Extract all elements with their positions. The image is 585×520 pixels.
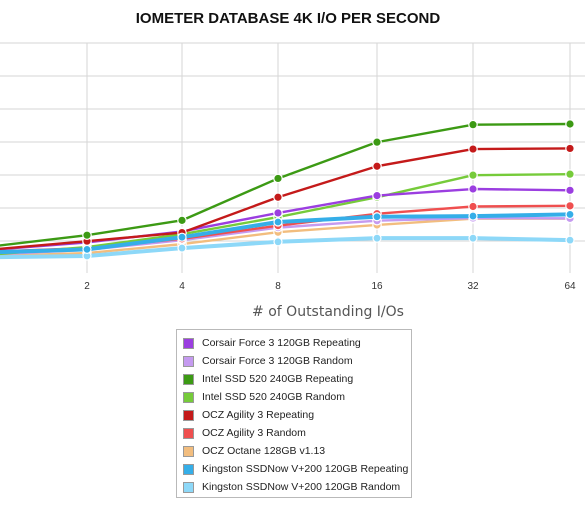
- data-point: [82, 244, 92, 254]
- data-point: [273, 217, 283, 227]
- data-point: [273, 208, 283, 218]
- legend-item: Corsair Force 3 120GB Repeating: [183, 334, 411, 352]
- data-point: [468, 170, 478, 180]
- data-point: [565, 143, 575, 154]
- data-point: [468, 184, 478, 194]
- data-point: [273, 173, 283, 184]
- x-tick-label: 32: [467, 281, 479, 292]
- x-ticks: 2 4 8 16 32 64: [84, 281, 576, 292]
- series: [0, 209, 575, 255]
- x-axis-label: # of Outstanding I/Os: [252, 304, 404, 320]
- data-point: [468, 233, 478, 243]
- data-point: [565, 119, 575, 129]
- data-point: [565, 201, 575, 211]
- data-point: [468, 201, 478, 212]
- data-point: [177, 215, 187, 226]
- data-point: [372, 233, 382, 243]
- legend-swatch: [183, 445, 194, 457]
- legend-swatch: [183, 373, 194, 385]
- legend-label: Intel SSD 520 240GB Repeating: [202, 373, 354, 385]
- legend-label: Kingston SSDNow V+200 120GB Random: [202, 481, 401, 493]
- legend-item: Kingston SSDNow V+200 120GB Repeating: [183, 460, 411, 478]
- data-point: [372, 161, 382, 172]
- data-point: [273, 237, 283, 247]
- legend-item: Intel SSD 520 240GB Random: [183, 388, 411, 406]
- legend-label: OCZ Octane 128GB v1.13: [202, 445, 326, 457]
- data-point: [565, 235, 575, 245]
- legend-swatch: [183, 409, 194, 421]
- data-point: [565, 185, 575, 196]
- legend-swatch: [183, 481, 194, 493]
- data-point: [565, 209, 575, 220]
- data-point: [565, 169, 575, 179]
- x-tick-label: 4: [179, 281, 185, 292]
- legend-swatch: [183, 337, 194, 349]
- legend-label: Corsair Force 3 120GB Repeating: [202, 337, 361, 349]
- data-point: [372, 212, 382, 222]
- legend-swatch: [183, 463, 194, 475]
- legend-label: Kingston SSDNow V+200 120GB Repeating: [202, 463, 409, 475]
- legend: Corsair Force 3 120GB Repeating Corsair F…: [176, 329, 412, 498]
- legend-item: OCZ Agility 3 Repeating: [183, 406, 411, 424]
- data-point: [273, 192, 283, 203]
- x-tick-label: 16: [371, 281, 383, 292]
- legend-item: OCZ Octane 128GB v1.13: [183, 442, 411, 460]
- chart-title: IOMETER DATABASE 4K I/O PER SECOND: [136, 10, 441, 27]
- data-point: [372, 190, 382, 201]
- data-point: [372, 137, 382, 147]
- legend-item: Intel SSD 520 240GB Repeating: [183, 370, 411, 388]
- x-tick-label: 8: [275, 281, 281, 292]
- legend-swatch: [183, 355, 194, 367]
- x-tick-label: 64: [564, 281, 576, 292]
- legend-item: OCZ Agility 3 Random: [183, 424, 411, 442]
- legend-item: Kingston SSDNow V+200 120GB Random: [183, 478, 411, 496]
- series: [0, 233, 575, 261]
- data-point: [468, 144, 478, 154]
- series-lines: [0, 119, 575, 261]
- legend-swatch: [183, 427, 194, 439]
- series: [0, 143, 575, 251]
- legend-swatch: [183, 391, 194, 403]
- legend-label: OCZ Agility 3 Repeating: [202, 409, 315, 421]
- data-point: [468, 119, 478, 130]
- data-point: [177, 243, 187, 253]
- x-tick-label: 2: [84, 281, 90, 292]
- data-point: [468, 211, 478, 221]
- legend-item: Corsair Force 3 120GB Random: [183, 352, 411, 370]
- series: [0, 119, 575, 247]
- legend-label: OCZ Agility 3 Random: [202, 427, 306, 439]
- legend-label: Intel SSD 520 240GB Random: [202, 391, 346, 403]
- data-point: [177, 232, 187, 242]
- legend-label: Corsair Force 3 120GB Random: [202, 355, 353, 367]
- data-point: [82, 230, 92, 241]
